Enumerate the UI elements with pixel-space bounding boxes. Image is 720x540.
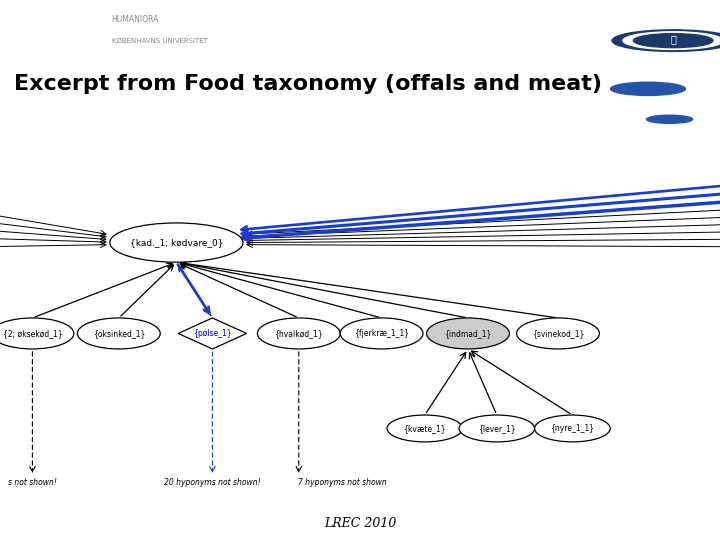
Ellipse shape [258,318,340,349]
Circle shape [611,82,685,96]
Text: {kad._1; kødvare_0}: {kad._1; kødvare_0} [130,238,223,247]
Ellipse shape [0,318,73,349]
Polygon shape [179,318,246,349]
Text: {oksinked_1}: {oksinked_1} [93,329,145,338]
Ellipse shape [459,415,534,442]
Text: LREC 2010: LREC 2010 [324,517,396,530]
Ellipse shape [426,318,510,349]
Text: 7 hyponyms not shown: 7 hyponyms not shown [297,478,387,487]
Text: {lever_1}: {lever_1} [478,424,516,433]
Text: {pølse_1}: {pølse_1} [193,329,232,338]
Circle shape [647,115,693,123]
Circle shape [612,30,720,51]
Text: HUMANIORA: HUMANIORA [112,15,159,24]
Text: {kvæte_1}: {kvæte_1} [403,424,446,433]
Ellipse shape [534,415,610,442]
Text: 👑: 👑 [670,35,676,44]
Text: {hvalkød_1}: {hvalkød_1} [274,329,323,338]
Text: {nyre_1_1}: {nyre_1_1} [550,424,595,433]
Ellipse shape [341,318,423,349]
Text: s not shown!: s not shown! [8,478,57,487]
Text: Excerpt from Food taxonomy (offals and meat): Excerpt from Food taxonomy (offals and m… [14,73,603,93]
Text: {fjerkræ_1_1}: {fjerkræ_1_1} [354,329,409,338]
Circle shape [634,33,713,48]
Text: KØBENHAVNS UNIVERSITET: KØBENHAVNS UNIVERSITET [112,38,207,44]
Text: {indmad_1}: {indmad_1} [444,329,492,338]
Text: {svinekod_1}: {svinekod_1} [532,329,584,338]
Circle shape [623,32,720,50]
Text: {2; øksekød_1}: {2; øksekød_1} [3,329,62,338]
Ellipse shape [110,223,243,262]
Ellipse shape [387,415,462,442]
Ellipse shape [78,318,161,349]
Ellipse shape [517,318,600,349]
Text: 20 hyponyms not shown!: 20 hyponyms not shown! [164,478,261,487]
